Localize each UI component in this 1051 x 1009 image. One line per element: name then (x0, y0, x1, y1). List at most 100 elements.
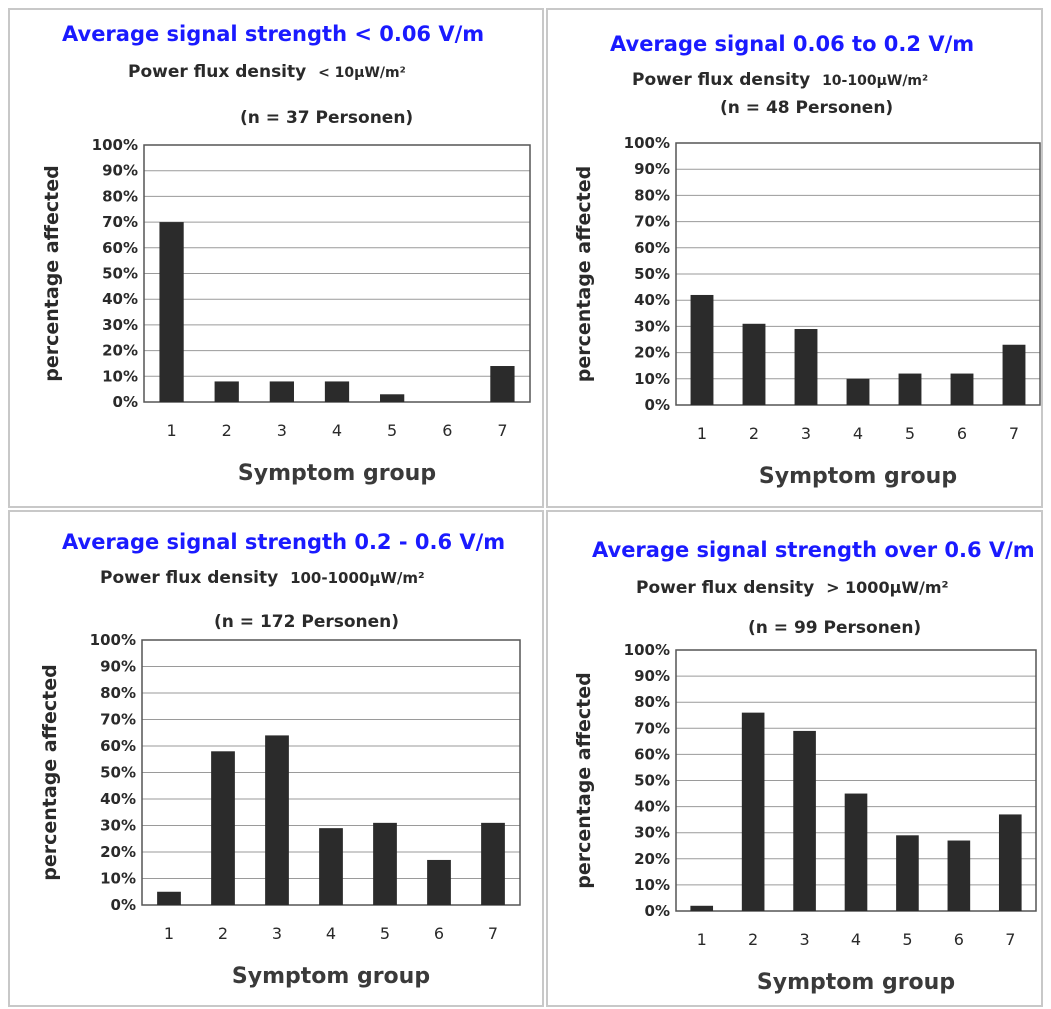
y-tick-label: 20% (102, 342, 138, 360)
x-tick-label: 3 (277, 421, 287, 440)
bar (159, 222, 184, 402)
bar (490, 366, 515, 402)
y-tick-label: 70% (102, 213, 138, 231)
bar (211, 751, 235, 905)
x-tick-label: 5 (380, 924, 390, 943)
chart-subtitle: Power flux density 100-1000μW/m² (100, 568, 425, 588)
y-tick-label: 70% (634, 719, 670, 737)
bar (950, 373, 974, 405)
bar-chart-4: 0% 10% 20% 30% 40% 50% 60% 70% 80% 90% 100% 1 2 3 4 5 6 7… (573, 641, 1037, 995)
x-tick-label: 3 (801, 424, 811, 443)
bar (793, 730, 816, 911)
y-tick-label: 100% (90, 631, 136, 649)
chart-title: Average signal strength over 0.6 V/m (592, 538, 1035, 562)
bar (794, 329, 818, 405)
chart-title: Average signal 0.06 to 0.2 V/m (610, 32, 975, 56)
x-tick-label: 6 (434, 924, 444, 943)
y-tick-label: 50% (634, 265, 670, 283)
y-tick-label: 0% (113, 393, 138, 411)
chart-title: Average signal strength < 0.06 V/m (62, 22, 485, 46)
y-tick-label: 60% (100, 737, 136, 755)
x-tick-label: 7 (1005, 930, 1015, 949)
subtitle-value: 100-1000μW/m² (290, 569, 425, 587)
y-tick-label: 40% (634, 291, 670, 309)
y-tick-label: 30% (634, 824, 670, 842)
y-tick-label: 90% (102, 162, 138, 180)
x-axis-label: Symptom group (759, 464, 957, 489)
bar-chart-1: 0% 10% 20% 30% 40% 50% 60% 70% 80% 90% 100% 1 2 3 4 5 6 7… (41, 136, 531, 486)
x-axis-label: Symptom group (757, 970, 955, 995)
bar-chart-2: 0% 10% 20% 30% 40% 50% 60% 70% 80% 90% 100% 1 2 3 4 5 6 7… (573, 134, 1041, 489)
bar (373, 822, 397, 905)
bar (214, 381, 239, 402)
bar (898, 373, 922, 405)
y-tick-label: 10% (102, 367, 138, 385)
x-tick-label: 6 (442, 421, 452, 440)
y-tick-label: 40% (634, 798, 670, 816)
y-tick-label: 20% (634, 344, 670, 362)
y-tick-label: 40% (102, 290, 138, 308)
x-tick-label: 3 (799, 930, 809, 949)
chart-panel-1: Average signal strength < 0.06 V/m Power… (8, 8, 544, 508)
bar (265, 735, 289, 905)
x-tick-label: 1 (166, 421, 176, 440)
x-tick-label: 4 (332, 421, 342, 440)
y-tick-label: 0% (111, 896, 136, 914)
y-tick-label: 90% (634, 160, 670, 178)
y-tick-label: 60% (634, 239, 670, 257)
bar (947, 840, 971, 911)
x-tick-label: 2 (218, 924, 228, 943)
y-tick-label: 0% (645, 396, 670, 414)
x-tick-label: 1 (697, 930, 707, 949)
subtitle-prefix: Power flux density (636, 578, 815, 598)
bar (380, 394, 405, 402)
y-tick-label: 90% (100, 658, 136, 676)
y-tick-label: 80% (634, 693, 670, 711)
bar (844, 793, 868, 911)
subtitle-prefix: Power flux density (632, 70, 811, 90)
chart-subtitle: Power flux density > 1000μW/m² (636, 578, 949, 598)
sample-size-label: (n = 37 Personen) (240, 108, 414, 128)
chart-panel-3: Average signal strength 0.2 - 0.6 V/m Po… (8, 510, 544, 1007)
y-tick-label: 10% (100, 870, 136, 888)
x-axis-label: Symptom group (238, 461, 436, 486)
x-tick-label: 2 (748, 930, 758, 949)
x-tick-label: 2 (749, 424, 759, 443)
y-tick-label: 80% (102, 187, 138, 205)
bar (998, 814, 1022, 911)
x-tick-label: 5 (905, 424, 915, 443)
y-tick-label: 90% (634, 667, 670, 685)
x-tick-label: 2 (222, 421, 232, 440)
x-tick-label: 4 (851, 930, 861, 949)
y-tick-label: 70% (634, 213, 670, 231)
chart-panel-2: Average signal 0.06 to 0.2 V/m Power flu… (546, 8, 1043, 508)
y-tick-label: 50% (100, 764, 136, 782)
y-tick-label: 50% (634, 772, 670, 790)
x-tick-label: 4 (853, 424, 863, 443)
sample-size-label: (n = 172 Personen) (214, 612, 400, 632)
y-tick-label: 80% (634, 186, 670, 204)
x-tick-label: 5 (387, 421, 397, 440)
x-tick-label: 6 (957, 424, 967, 443)
bar-chart-3: 0% 10% 20% 30% 40% 50% 60% 70% 80% 90% 100% 1 2 3 4 5 6 7… (39, 631, 521, 989)
y-tick-label: 70% (100, 711, 136, 729)
bar (1002, 344, 1026, 405)
y-tick-label: 0% (645, 902, 670, 920)
x-tick-label: 1 (697, 424, 707, 443)
subtitle-value: > 1000μW/m² (826, 578, 949, 597)
bar (741, 712, 765, 911)
y-tick-label: 30% (634, 317, 670, 335)
x-tick-label: 7 (497, 421, 507, 440)
x-tick-label: 5 (902, 930, 912, 949)
y-tick-label: 100% (92, 136, 138, 154)
bar (896, 835, 919, 911)
chart-subtitle: Power flux density < 10μW/m² (128, 62, 406, 82)
y-tick-label: 50% (102, 265, 138, 283)
bar (846, 378, 870, 405)
x-tick-label: 1 (164, 924, 174, 943)
y-tick-label: 60% (634, 745, 670, 763)
y-tick-label: 80% (100, 684, 136, 702)
chart-subtitle: Power flux density 10-100μW/m² (632, 70, 928, 90)
y-tick-label: 30% (100, 817, 136, 835)
y-tick-label: 100% (624, 641, 670, 659)
